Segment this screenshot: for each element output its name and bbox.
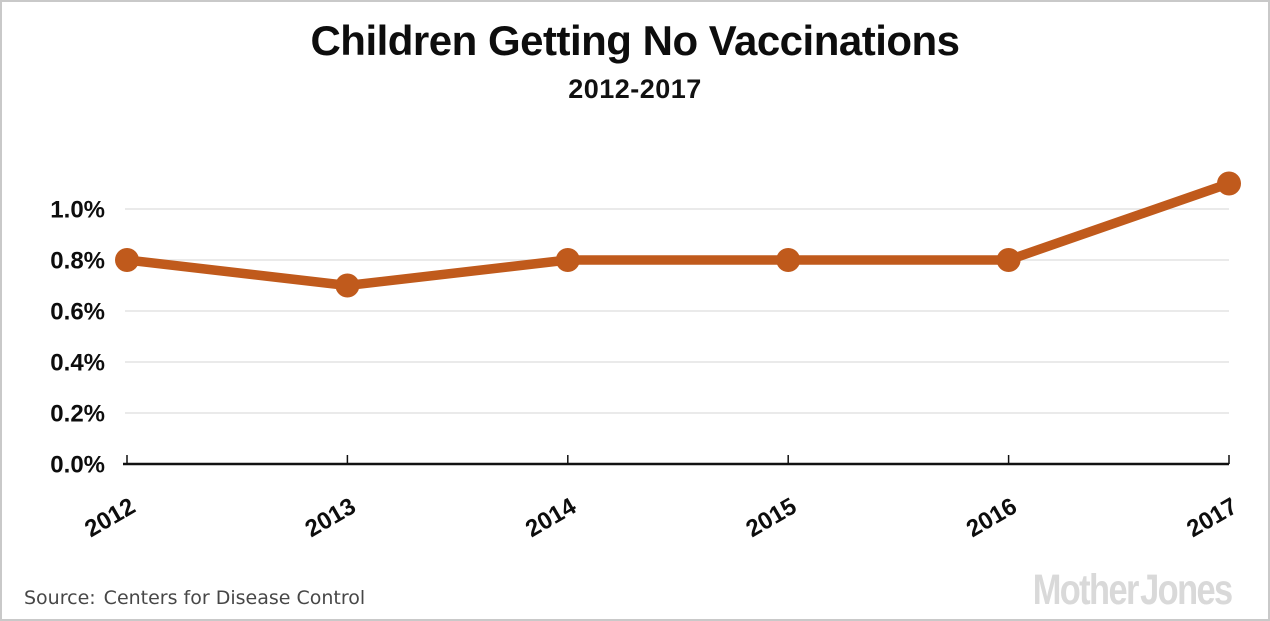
- data-point-2016: [996, 248, 1021, 272]
- x-tick-label: 2015: [741, 493, 801, 543]
- y-tick-label: 0.8%: [50, 248, 105, 275]
- y-tick-label: 0.6%: [50, 299, 105, 326]
- x-tick-label: 2017: [1182, 493, 1242, 543]
- data-point-2013: [335, 273, 360, 298]
- x-tick-label: 2012: [80, 493, 140, 543]
- y-tick-label: 1.0%: [50, 197, 105, 224]
- chart-subtitle: 2012-2017: [568, 74, 702, 104]
- source-note: Source: Centers for Disease Control: [24, 587, 365, 610]
- data-point-2012: [115, 248, 139, 272]
- data-point-2015: [776, 248, 801, 272]
- x-tick-label: 2014: [521, 492, 581, 542]
- mother-jones-logo: Mother Jones: [1033, 566, 1233, 614]
- y-tick-label: 0.0%: [50, 452, 105, 479]
- data-point-2014: [555, 248, 580, 272]
- data-point-2017: [1217, 171, 1241, 196]
- source-label: Source:: [24, 587, 96, 609]
- y-tick-label: 0.4%: [50, 350, 105, 377]
- x-tick-label: 2016: [962, 493, 1022, 543]
- chart-title: Children Getting No Vaccinations: [310, 17, 960, 64]
- x-tick-label: 2013: [301, 493, 361, 543]
- source-text: Centers for Disease Control: [103, 587, 366, 609]
- data-line: [122, 178, 1234, 291]
- y-tick-label: 0.2%: [50, 401, 105, 428]
